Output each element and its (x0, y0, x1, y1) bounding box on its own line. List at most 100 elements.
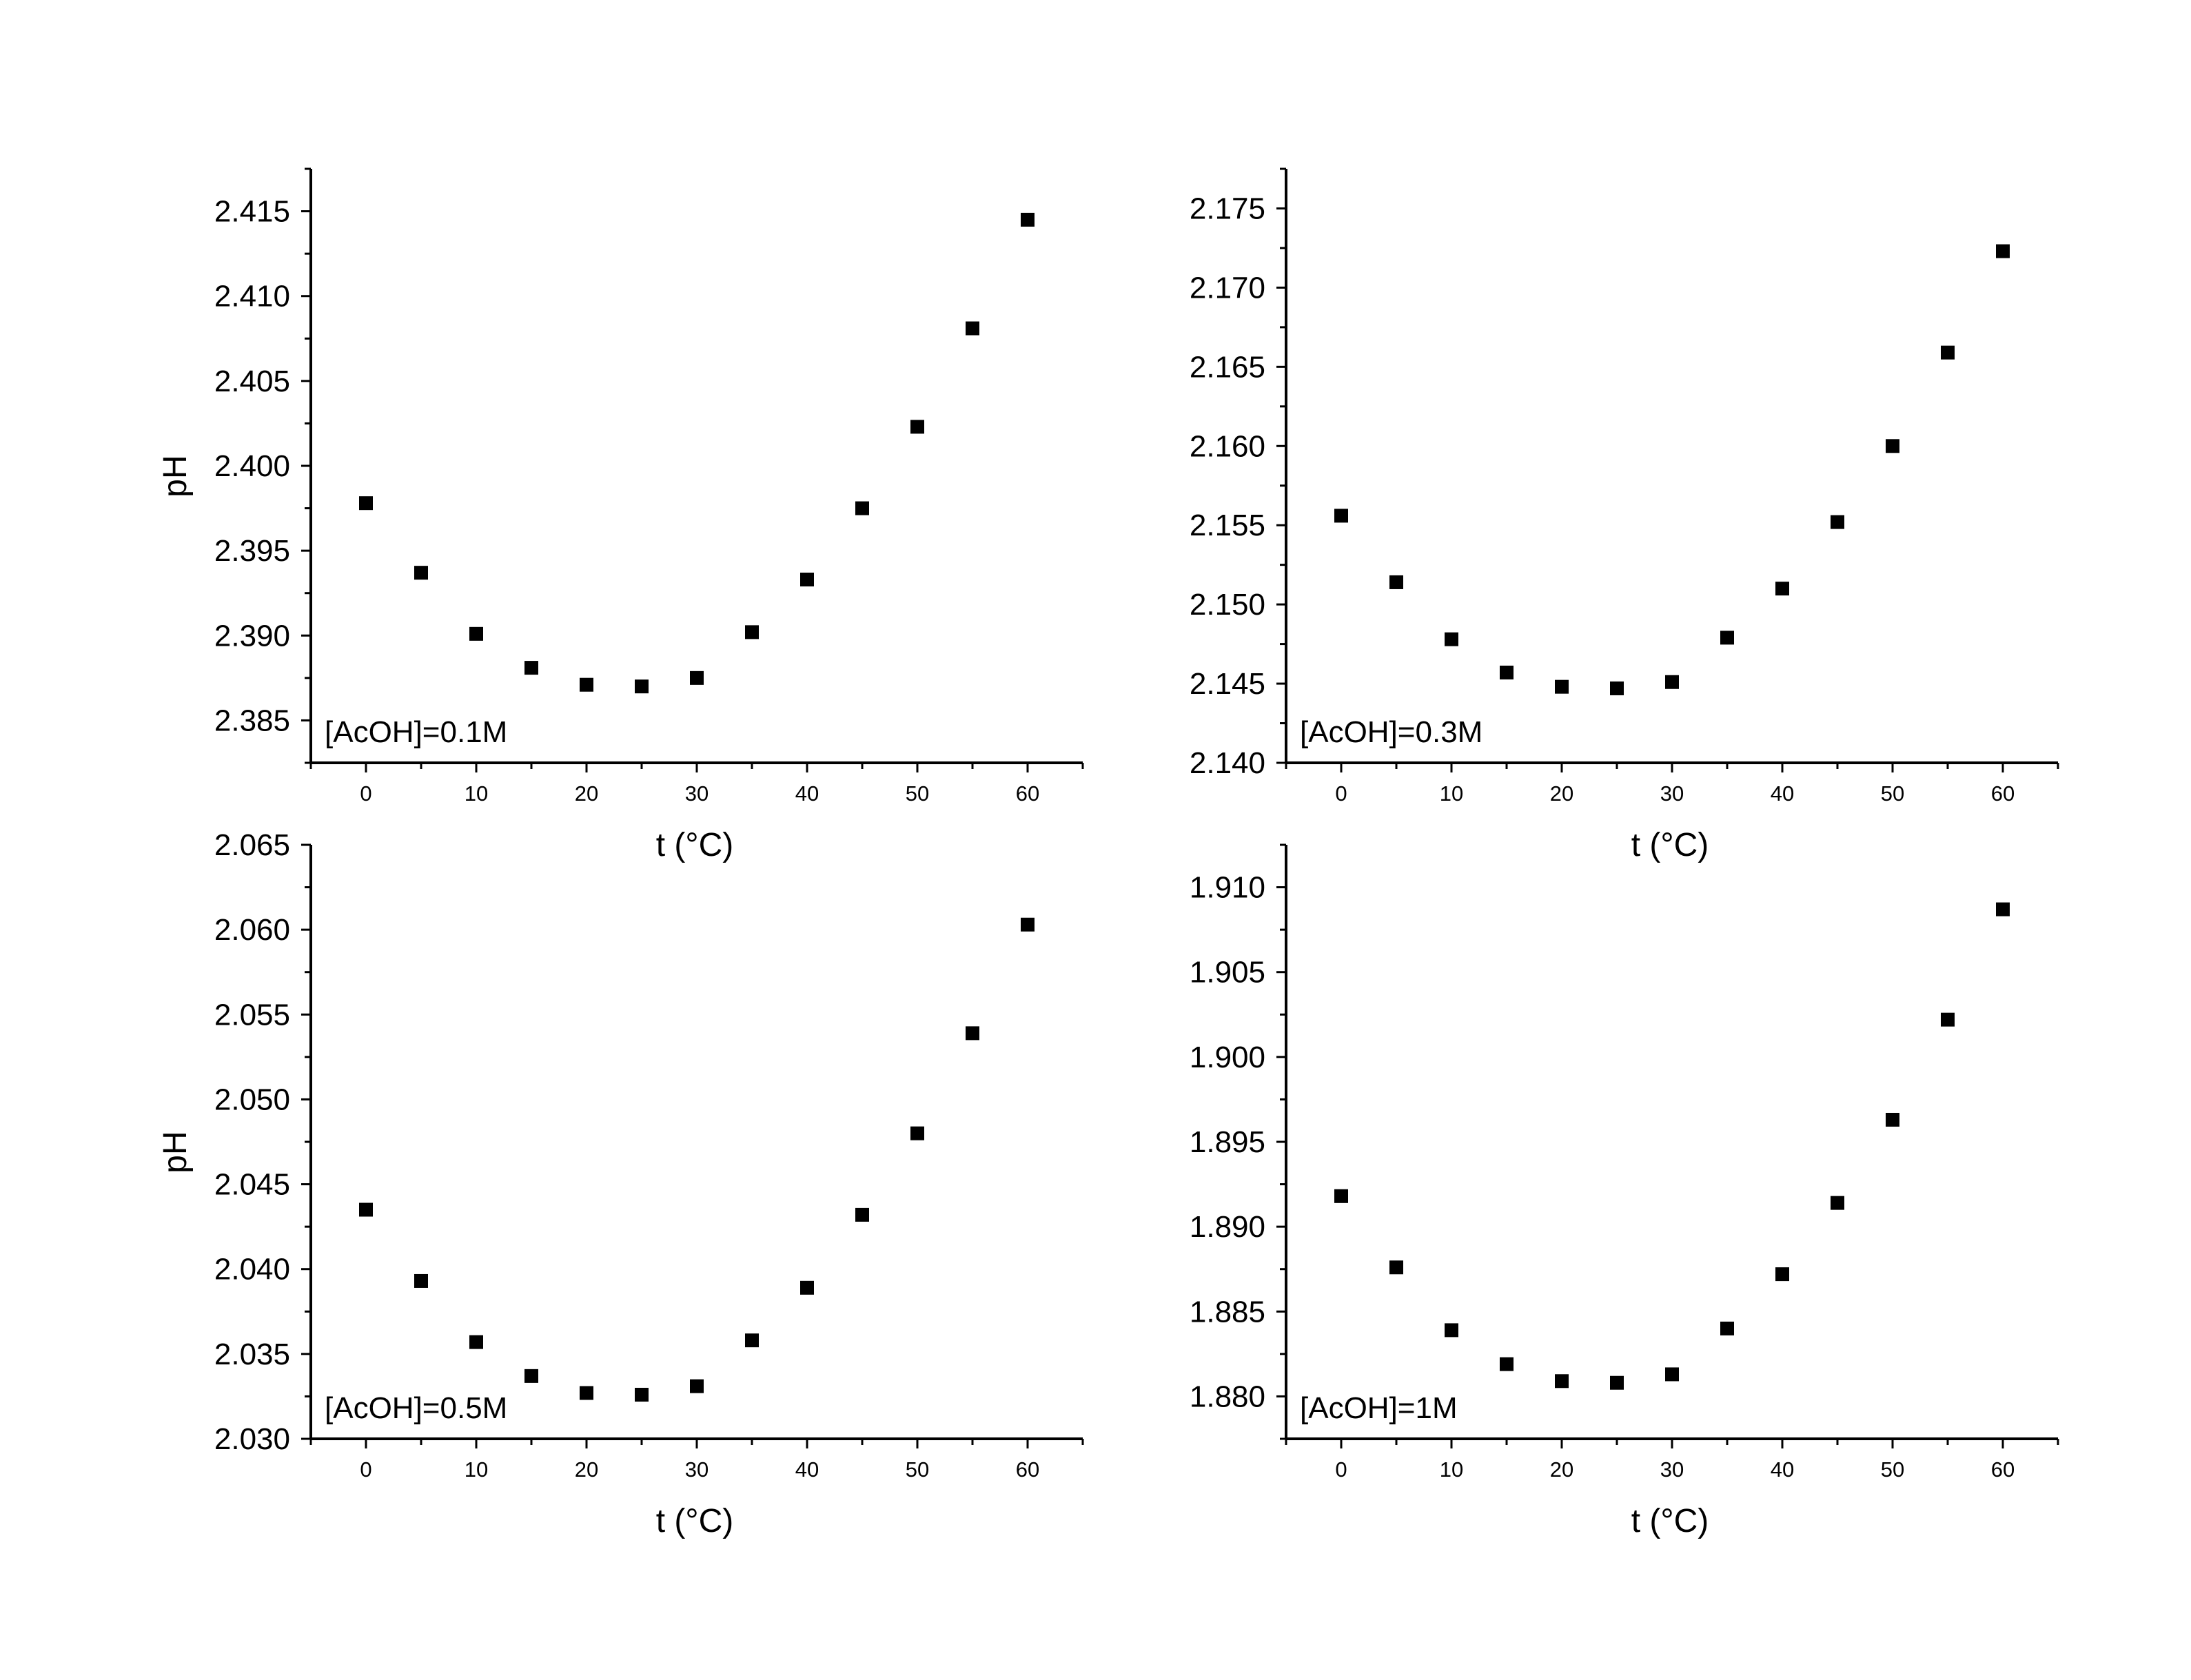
data-point (855, 1207, 869, 1222)
x-axis-label: t (°C) (656, 1503, 734, 1539)
y-tick-label: 2.175 (1190, 192, 1265, 225)
y-tick-label: 2.030 (214, 1422, 290, 1456)
y-tick-label: 1.900 (1190, 1041, 1265, 1074)
data-point (1445, 1323, 1458, 1338)
y-tick-label: 2.390 (214, 619, 290, 653)
y-tick-label: 2.060 (214, 913, 290, 947)
data-point (580, 677, 593, 692)
data-point (1555, 1374, 1569, 1389)
x-tick-label: 20 (575, 1457, 598, 1482)
x-tick-label: 50 (1881, 1457, 1904, 1482)
data-point (690, 670, 704, 685)
x-tick-label: 60 (1016, 1457, 1039, 1482)
panel-annotation: [AcOH]=1M (1300, 1391, 1458, 1425)
data-point (469, 626, 483, 641)
chart-panel-3: 0 10 20 30 40 50 60 2.030 2.035 2.040 2.045 2.050 2.… (157, 828, 1084, 1539)
y-tick-label: 2.055 (214, 998, 290, 1032)
y-tick-label: 1.885 (1190, 1295, 1265, 1329)
data-point (745, 625, 759, 639)
y-tick-label: 2.405 (214, 365, 290, 398)
x-tick-label: 20 (575, 781, 598, 806)
x-tick-label: 30 (1660, 1457, 1684, 1482)
data-point (1886, 1112, 1899, 1127)
x-tick-label: 30 (685, 781, 709, 806)
data-point (1445, 632, 1458, 646)
data-point (414, 566, 428, 580)
x-tick-label: 40 (795, 1457, 819, 1482)
data-point (1610, 1375, 1624, 1390)
data-point (414, 1273, 428, 1288)
x-tick-label: 20 (1550, 1457, 1573, 1482)
y-tick-label: 1.910 (1190, 871, 1265, 905)
data-point (1775, 582, 1789, 596)
x-tick-label: 40 (1771, 781, 1794, 806)
y-tick-label: 2.050 (214, 1083, 290, 1116)
y-tick-label: 2.170 (1190, 271, 1265, 305)
data-point (1720, 631, 1734, 645)
data-point (800, 573, 814, 587)
x-tick-label: 60 (1991, 781, 2015, 806)
x-tick-label: 10 (465, 781, 488, 806)
x-tick-label: 0 (1335, 781, 1347, 806)
data-point (1389, 1260, 1403, 1275)
y-tick-label: 2.165 (1190, 350, 1265, 384)
data-point (1996, 244, 2010, 258)
data-point (800, 1280, 814, 1295)
data-point (524, 661, 538, 675)
y-tick-label: 2.045 (214, 1168, 290, 1202)
x-tick-label: 50 (906, 781, 929, 806)
y-tick-label: 1.895 (1190, 1125, 1265, 1159)
y-tick-label: 2.140 (1190, 746, 1265, 780)
data-point (524, 1369, 538, 1383)
data-point (1775, 1267, 1789, 1282)
y-tick-label: 2.035 (214, 1338, 290, 1371)
data-point (910, 1126, 924, 1140)
data-point (635, 1387, 649, 1402)
data-point (1555, 679, 1569, 694)
data-point (1831, 1196, 1844, 1210)
y-axis-label: pH (157, 1131, 194, 1173)
data-point (1996, 902, 2010, 916)
data-point (1500, 665, 1514, 679)
y-tick-label: 2.065 (214, 828, 290, 862)
x-tick-label: 0 (360, 781, 371, 806)
data-point (1720, 1321, 1734, 1335)
x-axis-label: t (°C) (1631, 1503, 1709, 1539)
y-tick-label: 1.880 (1190, 1380, 1265, 1413)
y-tick-label: 2.395 (214, 534, 290, 568)
data-point (635, 679, 649, 694)
x-tick-label: 40 (1771, 1457, 1794, 1482)
data-point (1500, 1357, 1514, 1371)
x-axis-label: t (°C) (656, 827, 734, 863)
data-point (1334, 1189, 1348, 1203)
data-point (359, 496, 373, 511)
y-tick-label: 2.400 (214, 449, 290, 483)
y-tick-label: 2.150 (1190, 588, 1265, 622)
x-tick-label: 0 (360, 1457, 371, 1482)
x-tick-label: 10 (1440, 1457, 1463, 1482)
data-point (1021, 212, 1035, 227)
data-point (1941, 345, 1955, 360)
x-tick-label: 60 (1016, 781, 1039, 806)
data-point (1665, 1367, 1679, 1382)
y-tick-label: 1.905 (1190, 956, 1265, 990)
y-tick-label: 2.040 (214, 1253, 290, 1287)
x-tick-label: 60 (1991, 1457, 2015, 1482)
x-tick-label: 20 (1550, 781, 1573, 806)
data-point (1665, 675, 1679, 689)
chart-panel-4: 0 10 20 30 40 50 60 1.880 1.885 1.890 1.895 1.900 1.… (1190, 843, 2059, 1539)
x-tick-label: 10 (1440, 781, 1463, 806)
y-tick-label: 2.410 (214, 280, 290, 314)
y-tick-label: 2.385 (214, 704, 290, 737)
data-point (910, 420, 924, 434)
data-point (1831, 515, 1844, 529)
y-tick-label: 2.160 (1190, 429, 1265, 463)
y-tick-label: 2.155 (1190, 509, 1265, 542)
chart-panel-2: 0 10 20 30 40 50 60 2.140 2.145 2.150 2.155 2.160 2.… (1190, 167, 2059, 863)
data-point (966, 321, 979, 336)
data-point (359, 1202, 373, 1217)
panel-annotation: [AcOH]=0.5M (325, 1391, 507, 1425)
data-point (1941, 1012, 1955, 1027)
